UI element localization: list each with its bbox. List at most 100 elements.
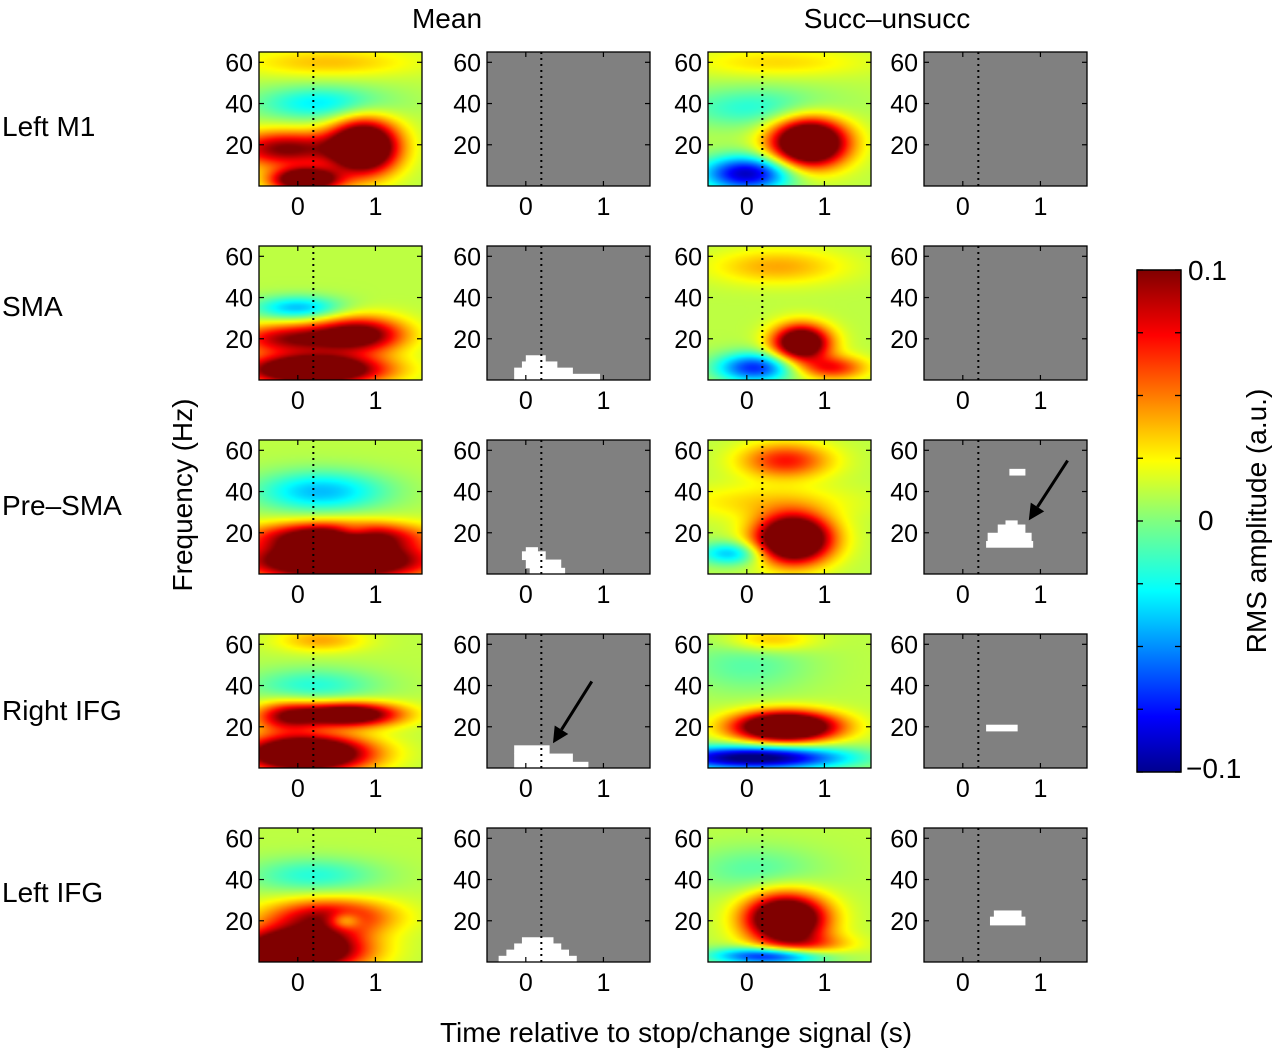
x-tick-label: 1 bbox=[596, 969, 610, 997]
colorbar-tick-label-max: 0.1 bbox=[1188, 255, 1227, 286]
y-tick-label: 40 bbox=[225, 91, 253, 119]
x-tick-label: 0 bbox=[291, 775, 305, 803]
significant-cluster-block bbox=[997, 524, 1026, 534]
y-tick-label: 20 bbox=[890, 520, 918, 548]
x-tick-label: 0 bbox=[291, 387, 305, 415]
y-tick-label: 40 bbox=[453, 285, 481, 313]
panel-frame bbox=[486, 827, 651, 963]
x-tick-label: 0 bbox=[740, 969, 754, 997]
x-tick-label: 0 bbox=[519, 775, 533, 803]
panel-right-ifg-succ-unsucc-amplitude: 20 40 60 0 1 bbox=[674, 631, 872, 803]
panel-right-ifg-mean-significance: 20 40 60 0 1 bbox=[453, 631, 651, 803]
y-tick-label: 20 bbox=[674, 520, 702, 548]
x-tick-label: 0 bbox=[956, 969, 970, 997]
y-tick-label: 60 bbox=[453, 437, 481, 465]
y-tick-label: 40 bbox=[453, 479, 481, 507]
x-tick-label: 0 bbox=[740, 581, 754, 609]
x-tick-label: 1 bbox=[1033, 193, 1047, 221]
colorbar-frame bbox=[1136, 269, 1182, 773]
significant-cluster-block bbox=[987, 532, 1032, 542]
y-tick-label: 60 bbox=[890, 49, 918, 77]
y-tick-label: 40 bbox=[674, 285, 702, 313]
panel-sma-mean-significance: 20 40 60 0 1 bbox=[453, 243, 651, 415]
heatmap-left-ifg-mean bbox=[259, 828, 422, 962]
significant-cluster-block bbox=[506, 949, 569, 957]
significant-cluster-block bbox=[986, 541, 1034, 548]
x-tick-label: 1 bbox=[1033, 581, 1047, 609]
heatmap-pre-sma-mean bbox=[259, 440, 422, 574]
x-tick-label: 0 bbox=[740, 193, 754, 221]
x-tick-label: 0 bbox=[956, 387, 970, 415]
x-tick-label: 1 bbox=[817, 193, 831, 221]
heatmap-pre-sma-succ-unsucc bbox=[708, 440, 871, 574]
x-tick-label: 1 bbox=[817, 387, 831, 415]
panel-left-m1-mean-amplitude: 20 40 60 0 1 bbox=[225, 49, 423, 221]
significant-cluster-block bbox=[514, 753, 573, 763]
significance-background bbox=[487, 246, 650, 380]
y-tick-label: 20 bbox=[890, 908, 918, 936]
x-tick-label: 1 bbox=[368, 581, 382, 609]
y-tick-label: 40 bbox=[890, 91, 918, 119]
y-tick-label: 40 bbox=[453, 91, 481, 119]
panel-frame bbox=[486, 245, 651, 381]
panel-pre-sma-succ-unsucc-significance: 20 40 60 0 1 bbox=[890, 437, 1088, 609]
panel-frame bbox=[258, 827, 423, 963]
significance-background bbox=[487, 634, 650, 768]
heatmap-sma-mean bbox=[259, 246, 422, 380]
panel-frame bbox=[923, 245, 1088, 381]
arrow-annotation-shaft bbox=[1036, 459, 1069, 508]
y-tick-label: 60 bbox=[225, 437, 253, 465]
x-tick-label: 0 bbox=[519, 387, 533, 415]
heatmap-left-ifg-succ-unsucc bbox=[708, 828, 871, 962]
y-tick-label: 60 bbox=[453, 243, 481, 271]
panel-frame bbox=[923, 633, 1088, 769]
x-tick-label: 1 bbox=[1033, 387, 1047, 415]
x-tick-label: 0 bbox=[519, 193, 533, 221]
significance-background bbox=[487, 52, 650, 186]
panel-sma-succ-unsucc-significance: 20 40 60 0 1 bbox=[890, 243, 1088, 415]
y-tick-label: 40 bbox=[453, 867, 481, 895]
panel-frame bbox=[707, 439, 872, 575]
panel-frame bbox=[486, 633, 651, 769]
significance-background bbox=[924, 52, 1087, 186]
x-axis-label: Time relative to stop/change signal (s) bbox=[440, 1017, 912, 1048]
x-tick-label: 1 bbox=[1033, 969, 1047, 997]
x-tick-label: 0 bbox=[519, 969, 533, 997]
y-tick-label: 20 bbox=[890, 326, 918, 354]
significance-background bbox=[487, 440, 650, 574]
panel-sma-mean-amplitude: 20 40 60 0 1 bbox=[225, 243, 423, 415]
significant-cluster-block bbox=[1005, 520, 1018, 526]
significant-cluster-block bbox=[525, 355, 546, 362]
region-label-sma: SMA bbox=[2, 291, 63, 322]
x-tick-label: 1 bbox=[1033, 775, 1047, 803]
y-tick-label: 40 bbox=[674, 673, 702, 701]
significant-cluster-block bbox=[989, 916, 1026, 926]
y-tick-label: 20 bbox=[674, 714, 702, 742]
y-tick-label: 60 bbox=[674, 49, 702, 77]
significance-background bbox=[924, 828, 1087, 962]
significant-cluster-block bbox=[514, 373, 601, 381]
colorbar-tick-label-min: −0.1 bbox=[1186, 753, 1241, 784]
y-tick-label: 40 bbox=[225, 479, 253, 507]
y-tick-label: 20 bbox=[890, 132, 918, 160]
heatmap-right-ifg-succ-unsucc bbox=[708, 634, 871, 768]
panel-left-m1-mean-significance: 20 40 60 0 1 bbox=[453, 49, 651, 221]
panel-frame bbox=[923, 827, 1088, 963]
region-label-left-ifg: Left IFG bbox=[2, 877, 103, 908]
heatmap-left-m1-mean bbox=[259, 52, 422, 186]
y-tick-label: 40 bbox=[674, 91, 702, 119]
y-axis-label: Frequency (Hz) bbox=[167, 399, 198, 592]
significant-cluster-block bbox=[1009, 468, 1026, 476]
significance-background bbox=[924, 440, 1087, 574]
x-tick-label: 1 bbox=[596, 387, 610, 415]
panel-frame bbox=[923, 51, 1088, 187]
significant-cluster-block bbox=[514, 367, 573, 375]
y-tick-label: 20 bbox=[674, 908, 702, 936]
y-tick-label: 40 bbox=[890, 285, 918, 313]
x-tick-label: 1 bbox=[817, 581, 831, 609]
y-tick-label: 60 bbox=[453, 49, 481, 77]
y-tick-label: 20 bbox=[453, 520, 481, 548]
x-tick-label: 0 bbox=[519, 581, 533, 609]
y-tick-label: 40 bbox=[890, 673, 918, 701]
